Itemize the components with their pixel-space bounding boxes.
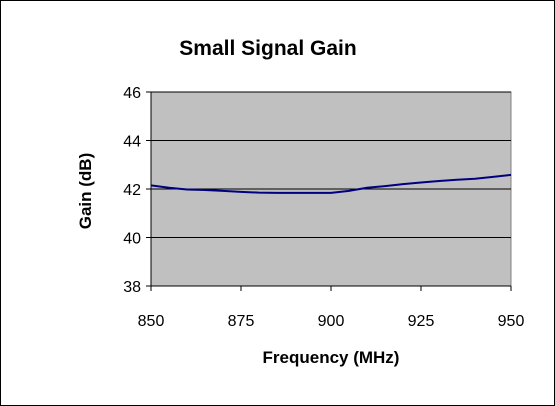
axis-ticks: 38 40 42 44 46 850 875 900 925 950 [123,85,524,330]
y-axis-title: Gain (dB) [76,153,95,230]
y-tick-label: 44 [123,134,141,151]
y-tick-label: 40 [123,231,141,248]
x-tick-label: 875 [228,313,255,330]
gridlines [151,91,511,238]
chart-title: Small Signal Gain [179,37,356,60]
x-axis-title: Frequency (MHz) [263,348,400,367]
x-tick-label: 900 [318,313,345,330]
y-tick-label: 38 [123,279,141,296]
y-tick-label: 42 [123,182,141,199]
x-tick-label: 925 [408,313,435,330]
series-layer [150,173,512,194]
gain-series-line [150,173,512,194]
x-tick-label: 850 [138,313,165,330]
y-tick-label: 46 [123,85,141,102]
x-tick-label: 950 [498,313,525,330]
